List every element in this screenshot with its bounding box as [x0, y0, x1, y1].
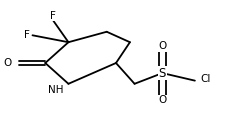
Text: O: O [158, 41, 166, 51]
Text: O: O [158, 95, 166, 105]
Text: S: S [158, 67, 165, 80]
Text: NH: NH [48, 85, 63, 95]
Text: O: O [3, 58, 12, 68]
Text: F: F [24, 30, 30, 40]
Text: Cl: Cl [200, 74, 210, 84]
Text: F: F [50, 11, 56, 21]
